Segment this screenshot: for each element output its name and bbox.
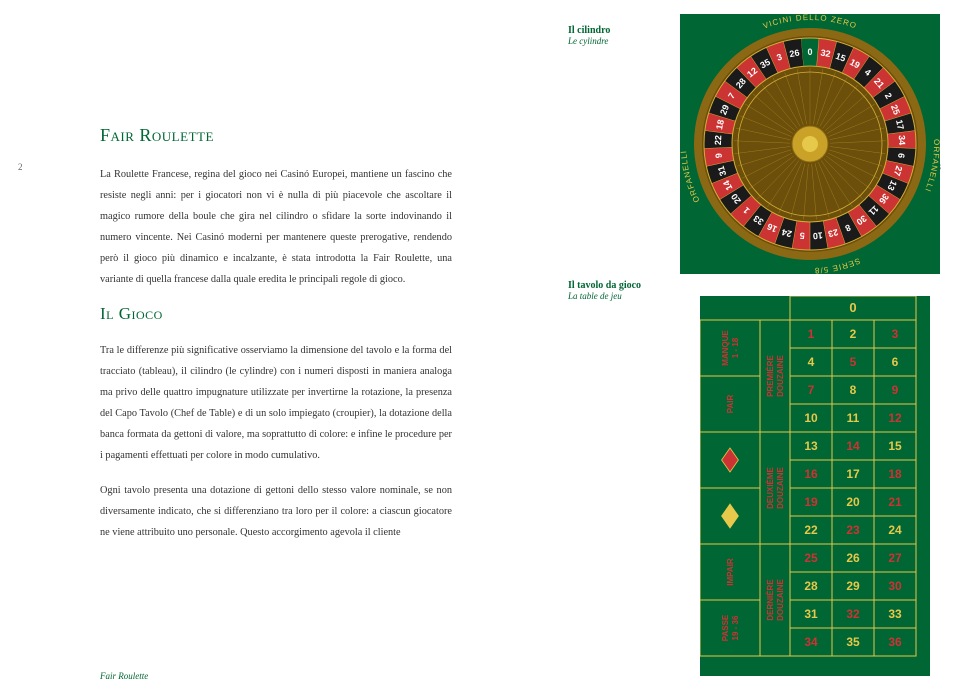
svg-text:PAIR: PAIR [726,395,735,414]
svg-text:18: 18 [888,467,902,481]
svg-text:26: 26 [789,48,801,60]
text-column: Fair Roulette La Roulette Francese, regi… [100,125,452,543]
svg-text:MANQUE: MANQUE [721,330,730,366]
svg-text:DOUZAINE: DOUZAINE [776,578,785,620]
svg-text:16: 16 [804,467,818,481]
svg-text:28: 28 [804,579,818,593]
svg-text:DERNIÈRE: DERNIÈRE [766,579,775,621]
svg-text:33: 33 [888,607,902,621]
svg-text:29: 29 [846,579,860,593]
svg-text:7: 7 [808,383,815,397]
paragraph-1: La Roulette Francese, regina del gioco n… [100,164,452,290]
svg-text:2: 2 [850,327,857,341]
svg-text:1 - 18: 1 - 18 [731,337,740,358]
svg-text:14: 14 [846,439,860,453]
roulette-wheel: 0321519421225173462713361130823105241633… [680,14,940,274]
svg-text:20: 20 [846,495,860,509]
svg-text:9: 9 [892,383,899,397]
svg-text:10: 10 [812,230,823,241]
svg-text:12: 12 [888,411,902,425]
svg-text:5: 5 [799,230,805,240]
svg-text:DOUZAINE: DOUZAINE [776,354,785,396]
svg-text:PREMIÈRE: PREMIÈRE [766,354,775,396]
page-footer: Fair Roulette [100,671,148,681]
svg-text:22: 22 [804,523,818,537]
svg-text:32: 32 [820,48,832,60]
svg-text:34: 34 [897,135,907,145]
svg-text:35: 35 [846,635,860,649]
svg-text:34: 34 [804,635,818,649]
paragraph-2: Tra le differenze più significative osse… [100,340,452,466]
svg-text:27: 27 [888,551,902,565]
svg-text:36: 36 [888,635,902,649]
svg-text:23: 23 [846,523,860,537]
svg-text:19: 19 [804,495,818,509]
main-title: Fair Roulette [100,125,452,146]
svg-text:17: 17 [846,467,860,481]
svg-text:30: 30 [888,579,902,593]
svg-text:DEUXIÈME: DEUXIÈME [766,466,775,508]
paragraph-3: Ogni tavolo presenta una dotazione di ge… [100,480,452,543]
svg-text:5: 5 [850,355,857,369]
cilindro-caption: Il cilindro Le cylindre [568,25,610,46]
page-number-left: 2 [18,162,23,172]
roulette-table: 0123456789101112131415161718192021222324… [700,296,930,676]
svg-text:4: 4 [808,355,815,369]
svg-text:8: 8 [850,383,857,397]
svg-text:0: 0 [849,300,856,315]
section-title: Il Gioco [100,304,452,324]
tavolo-caption: Il tavolo da gioco La table de jeu [568,280,641,301]
svg-text:10: 10 [804,411,818,425]
svg-text:6: 6 [892,355,899,369]
svg-text:24: 24 [888,523,902,537]
svg-text:PASSE: PASSE [721,614,730,641]
svg-text:17: 17 [894,119,906,131]
svg-text:3: 3 [892,327,899,341]
svg-text:IMPAIR: IMPAIR [726,558,735,586]
svg-text:25: 25 [804,551,818,565]
svg-text:22: 22 [713,135,723,145]
svg-text:18: 18 [714,119,726,131]
svg-text:21: 21 [888,495,902,509]
svg-text:13: 13 [804,439,818,453]
svg-text:15: 15 [888,439,902,453]
svg-text:31: 31 [804,607,818,621]
svg-text:DOUZAINE: DOUZAINE [776,466,785,508]
svg-text:1: 1 [808,327,815,341]
svg-text:26: 26 [846,551,860,565]
svg-text:0: 0 [807,47,812,57]
svg-text:19 - 36: 19 - 36 [731,615,740,640]
svg-text:32: 32 [846,607,860,621]
svg-text:11: 11 [847,411,860,425]
